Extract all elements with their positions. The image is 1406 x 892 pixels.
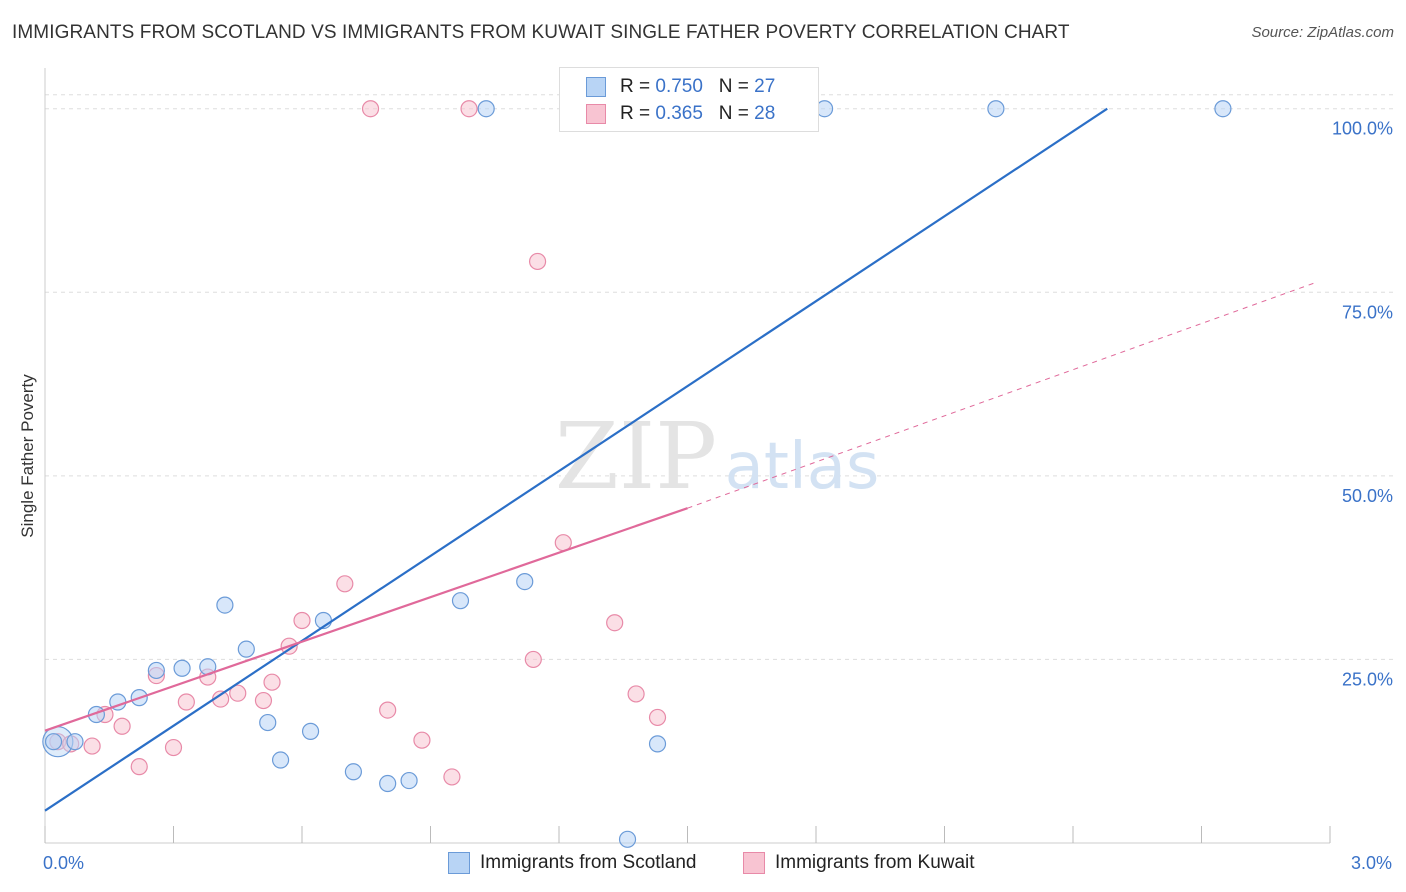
y-tick-label: 25.0% xyxy=(1342,669,1393,689)
data-point-kuwait xyxy=(336,575,354,593)
data-point-scotland xyxy=(477,100,495,118)
data-point-kuwait xyxy=(648,708,667,727)
legend-n-label: N = xyxy=(718,76,749,97)
legend-r-label: R = xyxy=(620,76,651,97)
data-point-kuwait xyxy=(606,614,624,632)
kuwait-points xyxy=(49,100,667,786)
legend-row-scotland: R = 0.750 N = 27 xyxy=(586,74,775,100)
data-point-kuwait xyxy=(229,684,247,702)
axes xyxy=(44,68,1331,844)
gridlines xyxy=(45,94,1395,660)
data-point-kuwait xyxy=(293,611,311,630)
legend-row-kuwait: R = 0.365 N = 28 xyxy=(586,101,775,127)
data-point-scotland xyxy=(44,733,63,751)
data-point-scotland xyxy=(216,596,234,614)
legend-r-value: 0.750 xyxy=(655,76,703,97)
trend-extension-kuwait xyxy=(687,281,1318,509)
legend-item-scotland: Immigrants from Scotland xyxy=(448,852,696,874)
legend-r-value: 0.365 xyxy=(655,103,703,124)
legend-label-scotland: Immigrants from Scotland xyxy=(480,852,697,873)
data-point-scotland xyxy=(379,774,397,793)
data-point-kuwait xyxy=(164,738,183,757)
legend-n-value: 28 xyxy=(754,103,776,124)
data-point-scotland xyxy=(344,763,362,781)
source-note: Source: ZipAtlas.com xyxy=(1251,24,1394,41)
data-point-kuwait xyxy=(83,737,101,755)
legend-swatch-kuwait xyxy=(586,104,606,124)
legend-label-kuwait: Immigrants from Kuwait xyxy=(775,852,975,873)
data-point-scotland xyxy=(301,722,320,740)
trend-lines xyxy=(44,107,1318,812)
data-point-scotland xyxy=(66,733,84,751)
data-point-kuwait xyxy=(177,693,195,711)
x-tick-label: 0.0% xyxy=(43,853,84,873)
data-point-scotland xyxy=(451,592,470,610)
data-point-kuwait xyxy=(460,100,478,118)
y-tick-label: 75.0% xyxy=(1342,302,1393,322)
data-point-kuwait xyxy=(254,691,273,710)
data-point-scotland xyxy=(259,713,277,732)
chart-title: IMMIGRANTS FROM SCOTLAND VS IMMIGRANTS F… xyxy=(12,22,1070,43)
data-point-scotland xyxy=(648,735,667,753)
data-point-kuwait xyxy=(113,717,131,735)
data-point-scotland xyxy=(271,751,290,769)
x-tick-label: 3.0% xyxy=(1351,853,1392,873)
data-point-scotland xyxy=(1214,100,1232,118)
data-point-kuwait xyxy=(524,650,542,669)
data-point-kuwait xyxy=(263,673,281,691)
legend-swatch-scotland xyxy=(448,852,470,874)
data-point-scotland xyxy=(987,100,1005,118)
legend-n-value: 27 xyxy=(754,76,776,97)
data-point-scotland xyxy=(147,661,165,680)
data-point-scotland xyxy=(237,640,255,658)
data-point-scotland xyxy=(516,572,534,591)
trend-line-scotland xyxy=(44,107,1108,812)
data-point-kuwait xyxy=(443,768,461,786)
data-point-kuwait xyxy=(130,758,148,776)
data-point-kuwait xyxy=(361,100,380,118)
y-tick-label: 50.0% xyxy=(1342,486,1393,506)
tick-labels: 25.0% 50.0% 75.0% 100.0% 0.0% 3.0% xyxy=(43,119,1393,873)
legend-swatch-kuwait xyxy=(743,852,765,874)
data-point-kuwait xyxy=(379,701,397,719)
trend-line-kuwait xyxy=(44,507,688,732)
data-point-kuwait xyxy=(528,252,547,271)
legend-item-kuwait: Immigrants from Kuwait xyxy=(743,852,975,874)
correlation-legend: R = 0.750 N = 27 R = 0.365 N = 28 xyxy=(559,67,819,132)
data-point-kuwait xyxy=(413,731,431,749)
legend-r-label: R = xyxy=(620,103,651,124)
data-point-scotland xyxy=(173,659,191,677)
data-point-scotland xyxy=(400,771,418,790)
data-point-kuwait xyxy=(627,685,645,703)
data-point-scotland xyxy=(618,830,637,848)
legend-n-label: N = xyxy=(718,103,749,124)
y-tick-label: 100.0% xyxy=(1332,119,1393,139)
legend-swatch-scotland xyxy=(586,77,606,97)
